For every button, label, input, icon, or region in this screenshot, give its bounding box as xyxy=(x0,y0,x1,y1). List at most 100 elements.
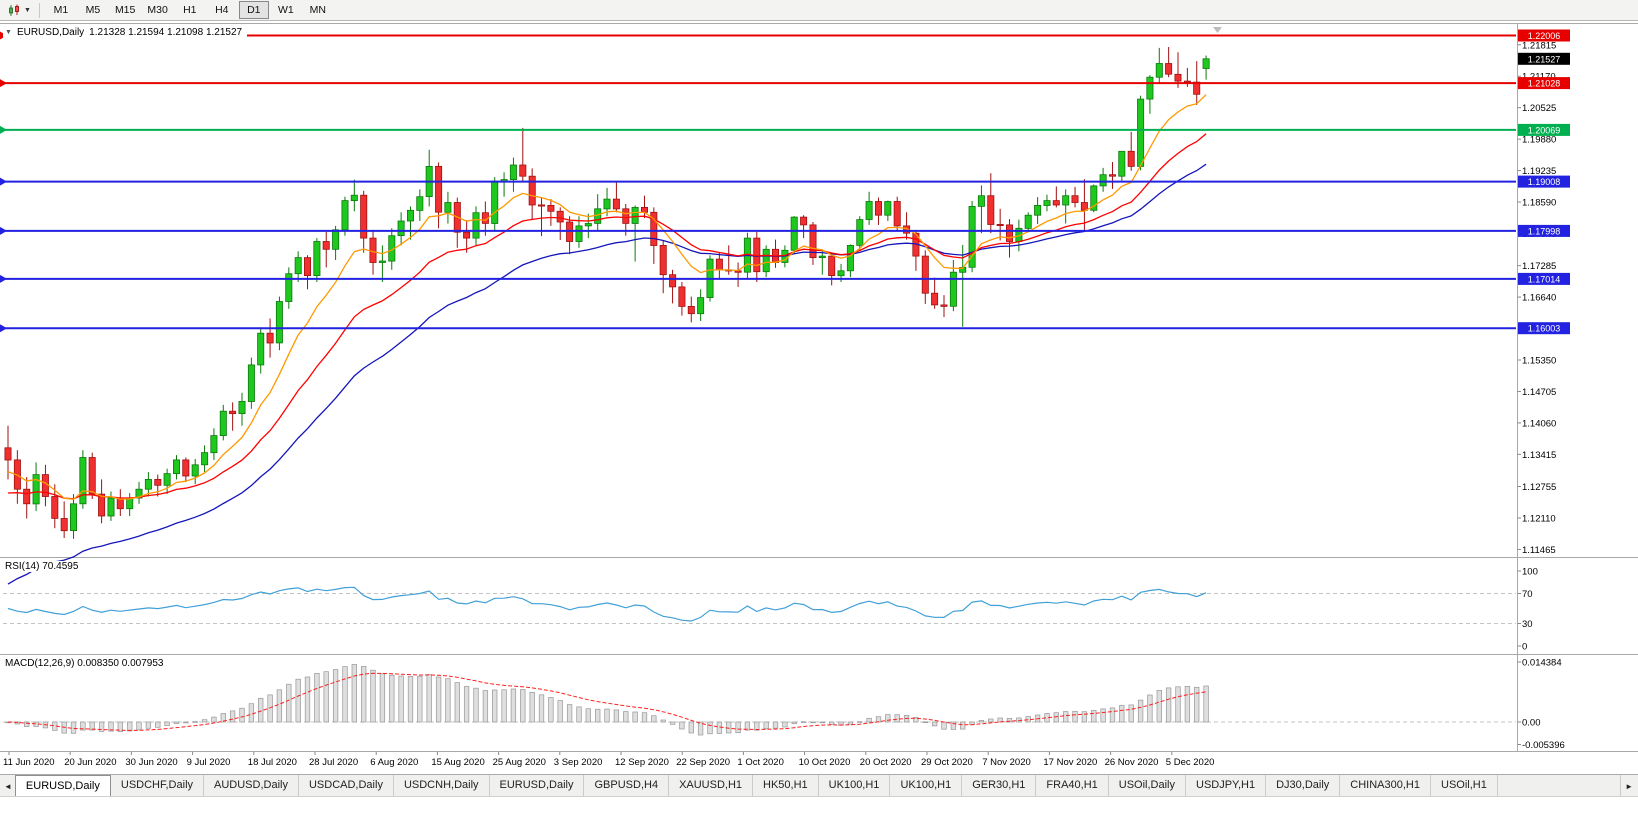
timeframe-button-d1[interactable]: D1 xyxy=(238,1,269,19)
tab-ger30-h1[interactable]: GER30,H1 xyxy=(962,775,1037,796)
chart-shift-marker-icon xyxy=(1213,27,1222,33)
date-axis[interactable]: 11 Jun 2020 20 Jun 2020 30 Jun 2020 9 Jul 2… xyxy=(3,752,1214,768)
tab-audusd-daily[interactable]: AUDUSD,Daily xyxy=(204,775,299,796)
ma-slow-line xyxy=(7,163,1207,585)
date-axis-label: 22 Sep 2020 xyxy=(676,757,730,768)
candlesticks xyxy=(4,47,1210,539)
tab-usoil-h1[interactable]: USOil,H1 xyxy=(1431,775,1498,796)
timeframe-button-m30[interactable]: M30 xyxy=(147,4,168,16)
price-axis-label: 1.18590 xyxy=(1522,198,1556,209)
timeframe-button-m5[interactable]: M5 xyxy=(85,4,101,16)
chart-menu-caret-icon[interactable]: ▼ xyxy=(5,29,12,36)
date-axis-label: 18 Jul 2020 xyxy=(248,757,297,768)
tab-uk100-h1[interactable]: UK100,H1 xyxy=(819,775,891,796)
date-axis-label: 30 Jun 2020 xyxy=(125,757,177,768)
horizontal-lines[interactable] xyxy=(0,31,1516,333)
price-axis-label: 1.14705 xyxy=(1522,387,1556,398)
price-scale[interactable]: 1.218151.211701.205251.198801.192351.185… xyxy=(1517,40,1557,556)
macd-signal-line xyxy=(7,672,1207,731)
price-axis-label: 1.16640 xyxy=(1522,293,1556,304)
date-axis-label: 3 Sep 2020 xyxy=(554,757,603,768)
tab-usdchf-daily[interactable]: USDCHF,Daily xyxy=(111,775,205,796)
chart-tab-bar: ◄ EURUSD,Daily USDCHF,Daily AUDUSD,Daily US… xyxy=(0,774,1638,797)
svg-text:1.22006: 1.22006 xyxy=(1528,31,1561,41)
date-axis-label: 11 Jun 2020 xyxy=(3,757,55,768)
price-axis-label: 1.21815 xyxy=(1522,40,1556,51)
timeframe-button-h4[interactable]: H4 xyxy=(215,4,229,16)
tab-uk100-h1[interactable]: UK100,H1 xyxy=(890,775,963,796)
svg-text:1.20069: 1.20069 xyxy=(1528,125,1561,135)
tab-usdjpy-h1[interactable]: USDJPY,H1 xyxy=(1186,775,1267,796)
date-axis-label: 28 Jul 2020 xyxy=(309,757,358,768)
date-axis-label: 20 Jun 2020 xyxy=(64,757,116,768)
hline-anchor-icon xyxy=(0,274,7,283)
timeframe-button-h1[interactable]: H1 xyxy=(183,4,197,16)
date-axis-label: 26 Nov 2020 xyxy=(1105,757,1159,768)
tab-fra40-h1[interactable]: FRA40,H1 xyxy=(1036,775,1109,796)
price-axis-label: 1.12110 xyxy=(1522,514,1556,525)
date-axis-label: 20 Oct 2020 xyxy=(860,757,912,768)
price-axis-label: 1.19880 xyxy=(1522,135,1556,146)
tab-eurusd-daily[interactable]: EURUSD,Daily xyxy=(490,775,585,796)
tab-dj30-daily[interactable]: DJ30,Daily xyxy=(1266,775,1341,796)
svg-text:1.17014: 1.17014 xyxy=(1528,274,1561,284)
tab-china300-h1[interactable]: CHINA300,H1 xyxy=(1340,775,1431,796)
svg-text:0.014384: 0.014384 xyxy=(1522,658,1562,669)
tab-scroll-left-icon[interactable]: ◄ xyxy=(4,782,12,791)
tab-usdcnh-daily[interactable]: USDCNH,Daily xyxy=(394,775,490,796)
price-badge xyxy=(1518,175,1570,188)
ma-mid-line xyxy=(7,133,1207,500)
svg-text:100: 100 xyxy=(1522,567,1538,578)
price-axis-label: 1.13415 xyxy=(1522,450,1556,461)
tab-xauusd-h1[interactable]: XAUUSD,H1 xyxy=(669,775,754,796)
rsi-pane[interactable]: 100 70 30 0 xyxy=(3,567,1538,653)
price-badges: 1.22006 1.21028 1.20069 1.19008 1.17998 1.170… xyxy=(1518,29,1570,335)
price-axis-label: 1.17285 xyxy=(1522,261,1556,272)
svg-text:1.21527: 1.21527 xyxy=(1528,54,1561,64)
chart-title: ▼ EURUSD,Daily 1.21328 1.21594 1.21098 1… xyxy=(3,27,248,39)
svg-text:1.17998: 1.17998 xyxy=(1528,226,1561,236)
price-badge xyxy=(1518,29,1570,42)
svg-text:1.19008: 1.19008 xyxy=(1528,177,1561,187)
rsi-line xyxy=(7,586,1207,622)
candlestick-chart-icon xyxy=(9,4,19,16)
price-badge xyxy=(1518,52,1570,65)
macd-pane[interactable]: 0.014384 0.00 -0.005396 xyxy=(3,658,1565,752)
timeframe-button-mn[interactable]: MN xyxy=(309,4,326,16)
ma-fast-line xyxy=(7,94,1207,500)
price-badge xyxy=(1518,272,1570,285)
tab-usoil-daily[interactable]: USOil,Daily xyxy=(1109,775,1186,796)
tab-gbpusd-h4[interactable]: GBPUSD,H4 xyxy=(584,775,670,796)
tab-eurusd-daily[interactable]: EURUSD,Daily xyxy=(14,775,111,796)
price-axis-label: 1.15350 xyxy=(1522,356,1556,367)
timeframe-button-m1[interactable]: M1 xyxy=(53,4,69,16)
date-axis-label: 10 Oct 2020 xyxy=(799,757,851,768)
chart-tabs: EURUSD,Daily USDCHF,Daily AUDUSD,Daily USDC… xyxy=(14,775,1498,796)
hline-anchor-icon xyxy=(0,79,7,88)
tab-scroll-right-icon[interactable]: ► xyxy=(1620,775,1638,796)
date-axis-label: 5 Dec 2020 xyxy=(1166,757,1215,768)
chart-type-button[interactable]: ▼ xyxy=(4,3,35,18)
chart-ohlc-values: 1.21328 1.21594 1.21098 1.21527 xyxy=(89,27,243,38)
pane-separators xyxy=(0,23,1638,752)
timeframe-buttons: M1 M5 M15 M30 H1 H4 D1 W1 MN xyxy=(46,1,333,19)
moving-averages xyxy=(7,94,1207,585)
timeframe-button-m15[interactable]: M15 xyxy=(114,4,136,16)
date-axis-label: 29 Oct 2020 xyxy=(921,757,973,768)
svg-text:0: 0 xyxy=(1522,642,1527,653)
hline-anchor-icon xyxy=(0,125,7,134)
price-badge xyxy=(1518,123,1570,136)
price-badge xyxy=(1518,77,1570,90)
tab-hk50-h1[interactable]: HK50,H1 xyxy=(753,775,819,796)
tab-usdcad-daily[interactable]: USDCAD,Daily xyxy=(299,775,394,796)
timeframe-button-w1[interactable]: W1 xyxy=(277,4,294,16)
svg-text:-0.005396: -0.005396 xyxy=(1522,740,1565,751)
price-axis-label: 1.19235 xyxy=(1522,166,1556,177)
svg-text:0.00: 0.00 xyxy=(1522,718,1541,729)
dropdown-caret-icon: ▼ xyxy=(24,6,31,14)
price-axis-label: 1.11465 xyxy=(1522,545,1556,556)
hline-anchor-icon xyxy=(0,177,7,186)
date-axis-label: 25 Aug 2020 xyxy=(493,757,546,768)
